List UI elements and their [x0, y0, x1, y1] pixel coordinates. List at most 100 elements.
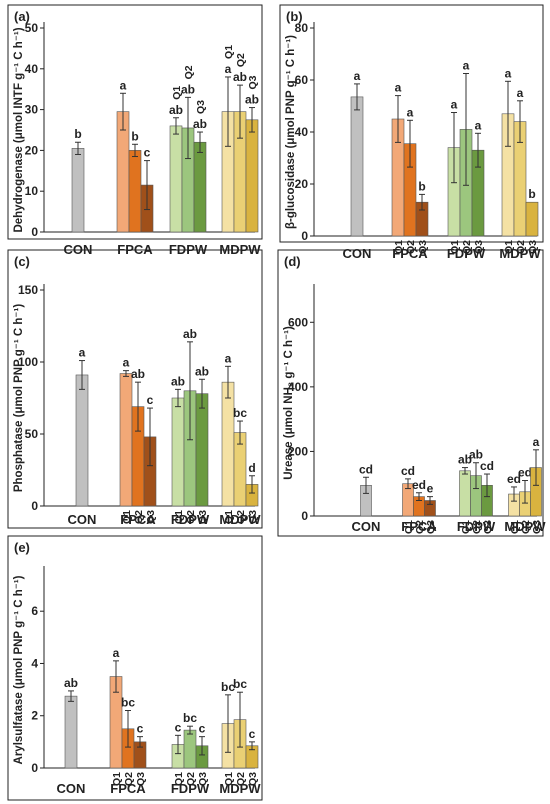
quality-label: Q3: [197, 510, 209, 524]
group-label: CON: [343, 246, 372, 261]
significance-letter: ab: [469, 448, 483, 462]
significance-letter: ab: [195, 364, 209, 378]
quality-label: Q3: [247, 75, 259, 89]
quality-label: Q1: [121, 510, 133, 524]
quality-label: Q3: [425, 520, 437, 534]
significance-letter: ab: [171, 374, 185, 388]
bar: [245, 119, 259, 233]
panel-label: (b): [286, 9, 303, 24]
quality-label: Q3: [145, 510, 157, 524]
significance-letter: ab: [183, 327, 197, 341]
panel-frame: [7, 249, 263, 529]
quality-label: Q1: [173, 510, 185, 524]
bar: [119, 373, 133, 507]
quality-label: Q1: [223, 510, 235, 524]
significance-letter: a: [113, 646, 120, 660]
bar: [171, 397, 185, 507]
panel-frame: [7, 4, 263, 240]
quality-label: Q2: [471, 520, 483, 534]
group-label: MDPW: [219, 512, 261, 527]
significance-letter: a: [475, 118, 482, 132]
group-label: MDPW: [504, 519, 546, 534]
group-label: MDPW: [219, 781, 261, 796]
group-label: FPCA: [110, 781, 146, 796]
bar: [64, 695, 78, 769]
y-tick-label: 0: [301, 509, 308, 523]
quality-label: Q3: [195, 100, 207, 114]
y-tick-label: 0: [31, 225, 38, 239]
bar: [195, 393, 209, 507]
group-label: FDPW: [457, 519, 496, 534]
significance-letter: a: [120, 78, 127, 92]
group-label: FDPW: [171, 781, 210, 796]
significance-letter: d: [248, 461, 255, 475]
significance-letter: cd: [359, 462, 373, 476]
significance-letter: c: [147, 393, 154, 407]
quality-label: Q2: [235, 772, 247, 786]
bar: [525, 201, 539, 237]
quality-label: Q1: [171, 86, 183, 100]
y-tick-label: 80: [295, 21, 309, 35]
quality-label: Q1: [111, 772, 123, 786]
y-tick-label: 40: [295, 125, 309, 139]
y-tick-label: 50: [25, 21, 39, 35]
panel-label: (d): [284, 254, 301, 269]
group-label: MDPW: [499, 246, 541, 261]
quality-label: Q1: [223, 45, 235, 59]
group-label: FPCA: [401, 519, 437, 534]
quality-label: Q1: [403, 520, 415, 534]
quality-label: Q1: [509, 520, 521, 534]
y-tick-label: 40: [25, 62, 39, 76]
significance-letter: ab: [193, 117, 207, 131]
quality-label: Q3: [531, 520, 543, 534]
y-tick-label: 10: [25, 184, 39, 198]
significance-letter: a: [505, 66, 512, 80]
significance-letter: bc: [221, 680, 235, 694]
panel-frame: [277, 249, 544, 537]
y-tick-label: 0: [31, 761, 38, 775]
y-tick-label: 150: [18, 283, 38, 297]
panel-frame: [279, 4, 544, 243]
y-tick-label: 2: [31, 709, 38, 723]
y-tick-label: 30: [25, 103, 39, 117]
panel-b: (b) 0 20 40 60 80β-glucosidase (μmol PNP g⁻¹ …: [279, 4, 544, 261]
group-label: CON: [352, 519, 381, 534]
quality-label: Q2: [185, 772, 197, 786]
y-tick-label: 50: [25, 427, 39, 441]
significance-letter: cd: [401, 464, 415, 478]
bar: [169, 125, 183, 233]
panel-label: (e): [14, 540, 30, 555]
bar: [71, 148, 85, 233]
significance-letter: a: [123, 356, 130, 370]
significance-letter: ab: [181, 82, 195, 96]
significance-letter: a: [225, 62, 232, 76]
significance-letter: ed: [507, 472, 521, 486]
y-tick-label: 200: [288, 444, 308, 458]
panel-e: (e) 0 2 4 6 Arylsulfatase (μmol PNP g⁻¹ C h⁻¹…: [7, 535, 263, 801]
significance-letter: a: [451, 98, 458, 112]
quality-label: Q3: [197, 772, 209, 786]
bar: [183, 729, 197, 769]
y-axis-label: Arylsulfatase (μmol PNP g⁻¹ C h⁻¹): [13, 575, 25, 764]
bar: [221, 381, 235, 507]
significance-letter: b: [418, 179, 425, 193]
quality-label: Q1: [460, 520, 472, 534]
significance-letter: bc: [233, 406, 247, 420]
quality-label: Q2: [520, 520, 532, 534]
y-axis-label: Urease (μmol NH₃ g⁻¹ C h⁻¹): [283, 326, 295, 480]
group-label: FDPW: [171, 512, 210, 527]
panel-c: (c) 0 50 100 150 Phosphatase (μmol PNP g⁻¹ C …: [7, 249, 263, 529]
significance-letter: ed: [412, 478, 426, 492]
quality-label: Q2: [414, 520, 426, 534]
significance-letter: ab: [169, 103, 183, 117]
bar: [75, 374, 89, 507]
significance-letter: a: [354, 69, 361, 83]
group-label: FDPW: [447, 246, 486, 261]
bar: [193, 141, 207, 233]
quality-label: Q2: [133, 510, 145, 524]
significance-letter: ed: [518, 465, 532, 479]
significance-letter: e: [427, 482, 434, 496]
y-axis-label: Dehydrogenase (μmol INTF g⁻¹ C h⁻¹): [13, 27, 25, 232]
significance-letter: cd: [480, 459, 494, 473]
